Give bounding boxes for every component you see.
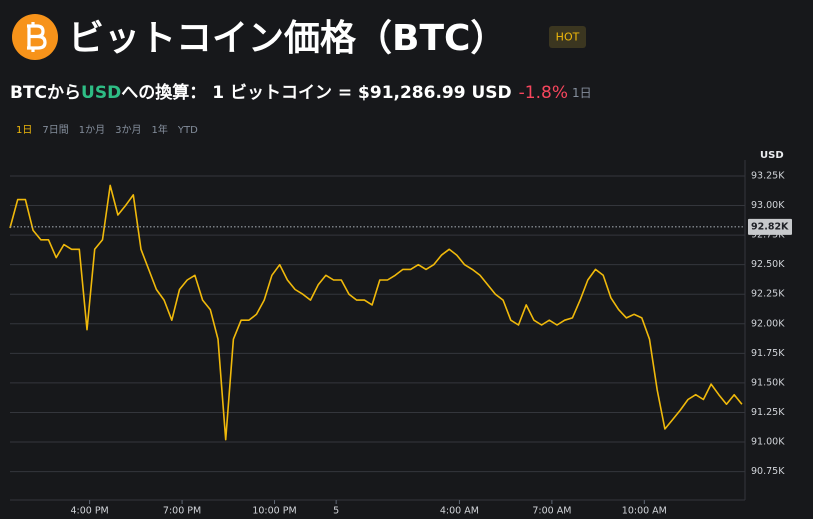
range-tab[interactable]: 3か月 <box>115 124 141 136</box>
conv-rate: 1 ビットコイン = $91,286.99 USD <box>212 83 511 103</box>
reference-tag-bg <box>748 218 792 235</box>
y-tick-label: 93.00K <box>751 200 785 211</box>
y-tick-label: 91.50K <box>751 377 785 388</box>
x-tick-label: 10:00 PM <box>252 506 296 517</box>
conv-to: への換算： <box>121 82 206 103</box>
y-tick-label: 92.75K <box>751 230 785 241</box>
x-tick-label: 4:00 AM <box>440 506 479 517</box>
y-tick-label: 91.00K <box>751 437 785 448</box>
conv-from: BTCから <box>10 83 81 103</box>
x-tick-label: 10:00 AM <box>622 506 667 517</box>
conv-currency: USD <box>81 83 121 103</box>
range-tab[interactable]: 7日間 <box>42 124 68 136</box>
btc-icon <box>12 14 58 60</box>
y-tick-label: 92.25K <box>751 289 785 300</box>
y-tick-label: 92.50K <box>751 259 785 270</box>
y-tick-label: 91.25K <box>751 407 785 418</box>
x-tick-label: 7:00 PM <box>163 506 201 517</box>
range-tab[interactable]: 1年 <box>152 123 168 136</box>
conversion-line: BTCからUSDへの換算： 1 ビットコイン = $91,286.99 USD -1… <box>10 82 592 103</box>
badge: HOT <box>556 31 580 44</box>
conv-change: -1.8% <box>519 83 568 103</box>
x-tick-label: 4:00 PM <box>70 506 108 517</box>
x-tick-label: 7:00 AM <box>532 506 571 517</box>
range-tab[interactable]: 1日 <box>16 125 32 136</box>
y-unit: USD <box>760 150 784 161</box>
reference-tag: 92.82K <box>751 221 789 232</box>
y-tick-label: 91.75K <box>751 348 785 359</box>
y-tick-label: 90.75K <box>751 466 785 477</box>
badge-bg <box>549 26 586 48</box>
y-tick-label: 92.00K <box>751 318 785 329</box>
range-tab[interactable]: 1か月 <box>79 124 105 136</box>
price-line <box>9 184 743 441</box>
plot: USD 90.75K 91.00K 91.25K 91.50K 91.75K 92.00K 9… <box>9 150 792 517</box>
tabs: 1日 7日間 1か月 3か月 1年 YTD <box>16 123 198 136</box>
conv-period: 1日 <box>572 86 592 100</box>
range-tab[interactable]: YTD <box>177 125 198 136</box>
page-title: ビットコイン価格（BTC） <box>68 18 506 59</box>
icon-glyph <box>27 22 47 52</box>
y-tick-label: 93.25K <box>751 170 785 181</box>
x-tick-label: 5 <box>333 506 339 517</box>
